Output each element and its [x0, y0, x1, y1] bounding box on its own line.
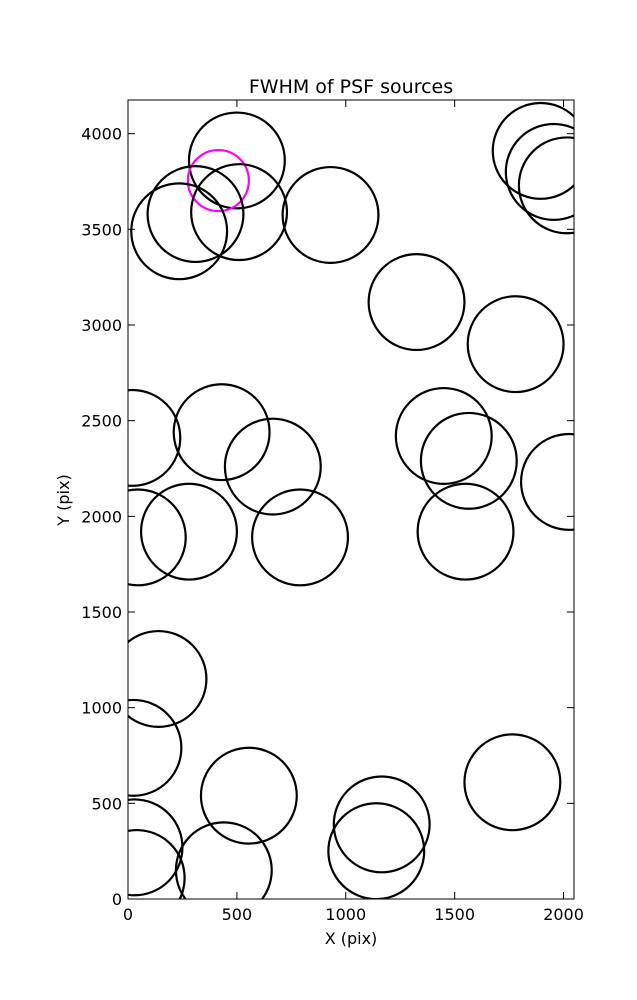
- y-axis: 0 500 1000 1500 2000 2500 3000 3500 4000: [81, 125, 574, 909]
- source-circle: [128, 629, 208, 728]
- source-circle: [327, 802, 426, 899]
- chart-title: FWHM of PSF sources: [249, 76, 453, 98]
- source-circle: [190, 163, 289, 262]
- x-tick-label: 2000: [543, 905, 584, 924]
- source-circle: [128, 388, 182, 487]
- source-circle: [128, 488, 187, 587]
- x-tick-label: 0: [123, 905, 133, 924]
- source-circle: [199, 746, 298, 845]
- source-circle: [517, 136, 574, 235]
- source-circle: [251, 488, 350, 587]
- source-circle: [519, 432, 574, 531]
- x-tick-label: 1000: [325, 905, 366, 924]
- source-circle: [394, 386, 493, 485]
- psf-sources: [128, 101, 574, 899]
- source-circle: [281, 165, 380, 265]
- source-circle: [128, 698, 183, 797]
- source-circle: [174, 821, 273, 899]
- y-tick-label: 3500: [81, 220, 122, 239]
- source-circle: [130, 182, 229, 281]
- highlighted-source-circle: [186, 148, 250, 213]
- y-tick-label: 3000: [81, 316, 122, 335]
- source-circle: [332, 775, 431, 874]
- plot-frame: [127, 99, 575, 900]
- source-circle: [416, 482, 515, 581]
- x-tick-label: 1500: [434, 905, 475, 924]
- y-tick-label: 500: [91, 794, 122, 813]
- source-circle: [146, 165, 245, 264]
- y-tick-label: 1500: [81, 603, 122, 622]
- x-axis-label: X (pix): [325, 929, 378, 948]
- y-axis-label: Y (pix): [54, 474, 73, 526]
- source-circle: [187, 111, 286, 210]
- source-circle: [139, 482, 238, 581]
- source-circle: [367, 253, 466, 352]
- source-circle: [491, 101, 574, 200]
- y-tick-label: 2000: [81, 507, 122, 526]
- source-circle: [128, 828, 186, 899]
- y-tick-label: 1000: [81, 699, 122, 718]
- source-circle: [128, 798, 184, 897]
- source-circle: [466, 295, 565, 394]
- y-tick-label: 4000: [81, 125, 122, 144]
- source-circle: [504, 122, 574, 221]
- y-tick-label: 0: [112, 890, 122, 909]
- source-circle: [223, 417, 322, 516]
- x-axis: 0 500 1000 1500 2000: [123, 100, 584, 924]
- source-circle: [172, 383, 271, 482]
- source-circle: [463, 733, 562, 832]
- source-circle: [419, 411, 518, 510]
- y-tick-label: 2500: [81, 412, 122, 431]
- x-tick-label: 500: [222, 905, 253, 924]
